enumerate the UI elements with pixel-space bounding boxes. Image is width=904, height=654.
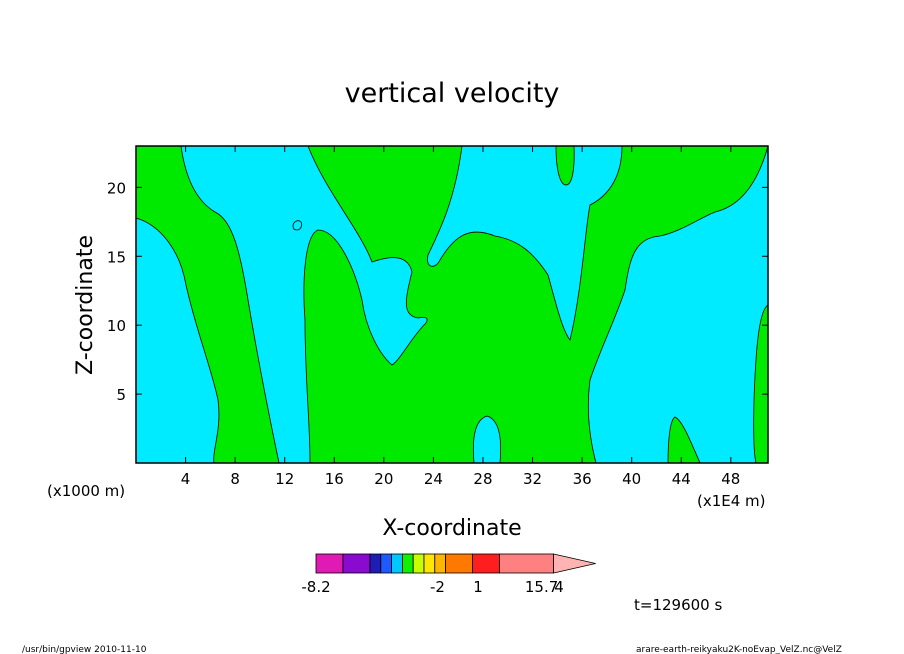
colorbar-label: -8.2 <box>301 578 330 596</box>
colorbar-swatch <box>472 553 501 574</box>
chart-title: vertical velocity <box>345 78 560 109</box>
colorbar-swatch <box>391 553 403 574</box>
x-axis-label: X-coordinate <box>382 516 521 541</box>
region-upper-right <box>427 145 623 341</box>
y-tick-label: 20 <box>107 179 126 197</box>
y-tick-label: 5 <box>116 386 126 404</box>
y-axis-label: Z-coordinate <box>73 235 98 375</box>
footer-right: arare-earth-reikyaku2K-noEvap_VelZ.nc@Ve… <box>636 645 842 654</box>
x-ticks: 4 8 12 16 20 24 28 32 36 40 44 48 <box>181 146 740 488</box>
colorbar-swatch <box>401 553 414 574</box>
x-unit-right: (x1E4 m) <box>697 492 766 510</box>
region-bottom-bubble <box>472 415 502 464</box>
region-left-band <box>135 217 220 464</box>
region-upper-column <box>180 145 428 464</box>
colorbar-max-label: 15.7 <box>525 578 558 596</box>
x-tick-label: 36 <box>573 470 592 488</box>
x-tick-label: 4 <box>181 470 191 488</box>
x-unit-left: (x1000 m) <box>47 482 125 500</box>
y-tick-label: 15 <box>107 248 126 266</box>
colorbar-swatch <box>445 553 474 574</box>
x-tick-label: 16 <box>325 470 344 488</box>
colorbar-max-arrow <box>553 553 596 574</box>
colorbar-swatch <box>342 553 371 574</box>
x-tick-label: 44 <box>672 470 691 488</box>
colorbar-label: 1 <box>473 578 483 596</box>
x-tick-label: 40 <box>622 470 641 488</box>
time-label: t=129600 s <box>634 596 722 614</box>
colorbar-swatch <box>412 553 425 574</box>
colorbar-label: 4 <box>554 578 564 596</box>
x-tick-label: 32 <box>523 470 542 488</box>
x-tick-label: 24 <box>424 470 443 488</box>
colorbar-label: -2 <box>430 578 445 596</box>
colorbar-swatch <box>315 553 344 574</box>
y-ticks: 5 10 15 20 <box>107 179 768 404</box>
region-small-dot <box>292 220 303 231</box>
colorbar-swatch <box>499 553 555 574</box>
colorbar-swatch <box>423 553 436 574</box>
footer-left: /usr/bin/gpview 2010-11-10 <box>22 645 147 654</box>
plot-frame <box>135 145 769 464</box>
colorbar-swatch <box>369 553 382 574</box>
region-right <box>587 145 769 464</box>
negative-velocity-regions <box>135 145 769 464</box>
y-tick-label: 10 <box>107 317 126 335</box>
x-tick-label: 20 <box>374 470 393 488</box>
x-tick-label: 12 <box>275 470 294 488</box>
x-tick-label: 8 <box>230 470 240 488</box>
colorbar: -8.2 -2 1 415.7 <box>301 553 596 596</box>
colorbar-swatch <box>380 553 392 574</box>
x-tick-label: 48 <box>721 470 740 488</box>
colorbar-swatch <box>434 553 446 574</box>
x-tick-label: 28 <box>473 470 492 488</box>
